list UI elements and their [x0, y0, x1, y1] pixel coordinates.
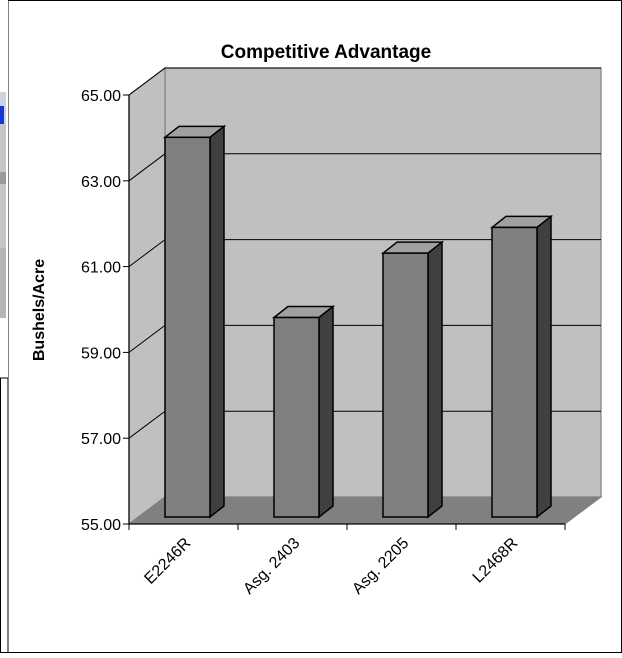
x-tick-label: L2468R: [470, 535, 522, 587]
x-tick-label: Asg. 2403: [240, 535, 303, 598]
chart-title: Competitive Advantage: [221, 42, 431, 63]
y-tick-label: 55.00: [81, 517, 121, 534]
bar-side: [209, 124, 225, 519]
bar: [491, 226, 538, 518]
gridline: [128, 67, 601, 96]
y-tick-label: 65.00: [81, 88, 121, 105]
bar-side: [427, 240, 443, 519]
bar-side: [536, 214, 552, 519]
bar: [382, 252, 429, 518]
plot-area: 55.00 57.00 59.00 61.00 63.00 65.00 E2246R Asg.…: [81, 66, 603, 598]
y-tick-label: 59.00: [81, 345, 121, 362]
bar: [273, 316, 320, 518]
bar-side: [318, 304, 334, 519]
left-edge-fragment: [0, 0, 8, 379]
x-tick-label: Asg. 2205: [349, 535, 412, 598]
y-tick-label: 57.00: [81, 431, 121, 448]
bar: [164, 136, 211, 518]
side-wall: [128, 66, 166, 526]
y-axis-title: Bushels/Acre: [31, 259, 48, 361]
y-tick-label: 61.00: [81, 260, 121, 277]
y-tick-label: 63.00: [81, 174, 121, 191]
x-tick-label: E2246R: [141, 535, 194, 588]
